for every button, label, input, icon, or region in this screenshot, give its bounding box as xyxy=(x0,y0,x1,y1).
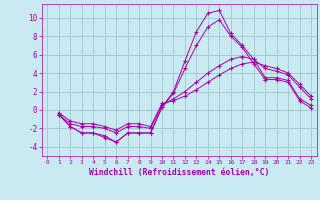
X-axis label: Windchill (Refroidissement éolien,°C): Windchill (Refroidissement éolien,°C) xyxy=(89,168,269,177)
